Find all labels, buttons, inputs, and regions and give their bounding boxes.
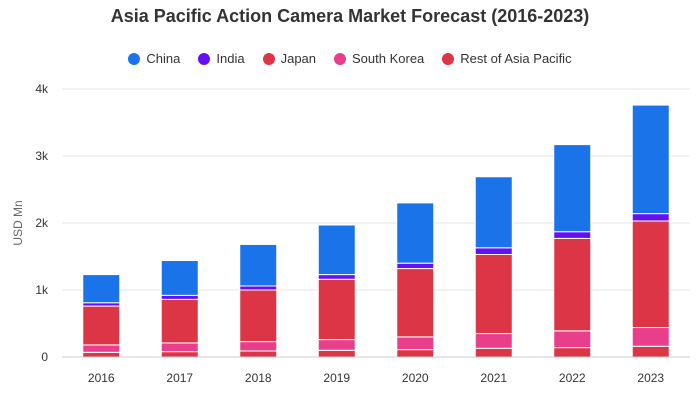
bar-2022-south-korea[interactable] (553, 330, 592, 349)
bar-2018-rest-of-asia-pacific[interactable] (239, 350, 278, 358)
legend-swatch-japan (262, 52, 275, 65)
bar-2023-china[interactable] (631, 104, 670, 215)
bar-2021-china[interactable] (474, 176, 513, 249)
bar-2016-india[interactable] (82, 302, 121, 307)
x-tick-label: 2022 (559, 371, 586, 385)
bar-2017-rest-of-asia-pacific[interactable] (160, 351, 199, 358)
bar-2022-japan[interactable] (553, 237, 592, 332)
bar-2017-south-korea[interactable] (160, 342, 199, 353)
y-tick-label: 4k (35, 82, 49, 96)
bar-2021-rest-of-asia-pacific[interactable] (474, 347, 513, 358)
bar-2018-japan[interactable] (239, 289, 278, 343)
chart-title: Asia Pacific Action Camera Market Foreca… (110, 6, 590, 26)
bar-2021-india[interactable] (474, 247, 513, 255)
bar-2020-india[interactable] (396, 262, 435, 270)
bar-2020-china[interactable] (396, 202, 435, 264)
legend-label-japan: Japan (280, 51, 317, 66)
legend-label-india: India (216, 51, 245, 66)
x-tick-label: 2019 (323, 371, 350, 385)
bar-2020-south-korea[interactable] (396, 336, 435, 351)
y-axis-title: USD Mn (11, 200, 25, 245)
legend-swatch-china (128, 52, 141, 65)
bar-2017-japan[interactable] (160, 298, 199, 344)
bar-2019-japan[interactable] (317, 278, 356, 341)
legend: China India Japan South Korea Rest of Asia P… (0, 51, 700, 66)
bar-2019-rest-of-asia-pacific[interactable] (317, 349, 356, 358)
bar-2023-india[interactable] (631, 213, 670, 222)
bar-2022-china[interactable] (553, 144, 592, 233)
bar-2023-south-korea[interactable] (631, 327, 670, 347)
legend-label-south-korea: South Korea (352, 51, 425, 66)
bar-2017-india[interactable] (160, 294, 199, 300)
bar-2018-south-korea[interactable] (239, 341, 278, 352)
bar-2016-rest-of-asia-pacific[interactable] (82, 351, 121, 358)
bar-2022-india[interactable] (553, 231, 592, 239)
bar-2023-japan[interactable] (631, 220, 670, 329)
bar-2018-india[interactable] (239, 285, 278, 291)
legend-label-rest-of-asia-pacific: Rest of Asia Pacific (460, 51, 572, 66)
x-tick-label: 2020 (402, 371, 429, 385)
bar-2016-china[interactable] (82, 274, 121, 304)
y-tick-label: 1k (35, 283, 49, 297)
bar-2017-china[interactable] (160, 260, 199, 296)
bar-2019-south-korea[interactable] (317, 339, 356, 351)
bar-2016-japan[interactable] (82, 305, 121, 346)
legend-label-china: China (146, 51, 181, 66)
legend-swatch-south-korea (334, 52, 347, 65)
legend-item-india[interactable]: India (198, 51, 245, 66)
bar-2020-japan[interactable] (396, 268, 435, 338)
bar-2020-rest-of-asia-pacific[interactable] (396, 349, 435, 358)
bar-2019-china[interactable] (317, 224, 356, 276)
y-tick-label: 3k (35, 149, 49, 163)
x-tick-label: 2016 (88, 371, 115, 385)
x-tick-label: 2017 (166, 371, 193, 385)
bar-2021-japan[interactable] (474, 253, 513, 335)
y-tick-label: 0 (41, 350, 48, 364)
y-tick-label: 2k (35, 216, 49, 230)
legend-swatch-india (198, 52, 211, 65)
bar-2022-rest-of-asia-pacific[interactable] (553, 347, 592, 358)
legend-swatch-rest-of-asia-pacific (442, 52, 455, 65)
legend-item-japan[interactable]: Japan (262, 51, 317, 66)
bar-2023-rest-of-asia-pacific[interactable] (631, 345, 670, 358)
bar-2016-south-korea[interactable] (82, 344, 121, 353)
legend-item-rest-of-asia-pacific[interactable]: Rest of Asia Pacific (442, 51, 572, 66)
bar-2021-south-korea[interactable] (474, 333, 513, 349)
legend-item-china[interactable]: China (128, 51, 180, 66)
bar-2018-china[interactable] (239, 243, 278, 287)
x-tick-label: 2021 (480, 371, 507, 385)
x-tick-label: 2023 (637, 371, 664, 385)
bar-2019-india[interactable] (317, 274, 356, 280)
x-tick-label: 2018 (245, 371, 272, 385)
legend-item-south-korea[interactable]: South Korea (334, 51, 424, 66)
